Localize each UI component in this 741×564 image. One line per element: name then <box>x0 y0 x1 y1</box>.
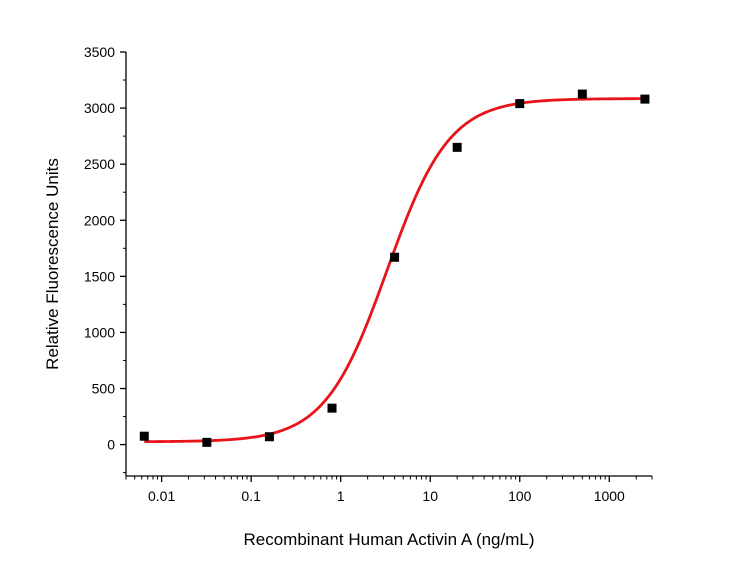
fit-curve <box>144 97 645 444</box>
x-ticks: 0.01 0.1 1 10 100 1000 <box>125 476 653 504</box>
y-tick-label: 500 <box>92 381 116 397</box>
data-point <box>264 432 274 442</box>
data-point <box>577 89 587 99</box>
x-axis: 0.01 0.1 1 10 100 1000 <box>125 475 653 504</box>
x-tick-label: 0.1 <box>241 488 261 504</box>
data-point <box>640 94 650 104</box>
y-ticks: 0 500 1000 1500 2000 2500 3000 3500 <box>84 44 126 474</box>
x-tick-label: 1 <box>337 488 345 504</box>
x-tick-label: 100 <box>508 488 532 504</box>
y-tick-label: 3500 <box>84 44 115 60</box>
y-tick-label: 2000 <box>84 212 115 228</box>
data-point <box>327 403 337 413</box>
data-point <box>390 252 400 262</box>
x-axis-title: Recombinant Human Activin A (ng/mL) <box>243 530 534 549</box>
y-axis: 0 500 1000 1500 2000 2500 3000 3500 <box>84 44 127 476</box>
y-tick-label: 1000 <box>84 324 115 340</box>
y-axis-title: Relative Fluorescence Units <box>43 158 62 370</box>
y-tick-label: 0 <box>107 437 115 453</box>
data-point <box>452 142 462 152</box>
data-point <box>515 99 525 109</box>
x-tick-label: 10 <box>422 488 438 504</box>
data-points <box>139 89 650 447</box>
x-tick-label: 1000 <box>594 488 625 504</box>
x-tick-label: 0.01 <box>148 488 175 504</box>
data-point <box>139 431 149 441</box>
y-tick-label: 3000 <box>84 100 115 116</box>
y-tick-label: 1500 <box>84 268 115 284</box>
y-tick-label: 2500 <box>84 156 115 172</box>
data-point <box>202 437 212 447</box>
